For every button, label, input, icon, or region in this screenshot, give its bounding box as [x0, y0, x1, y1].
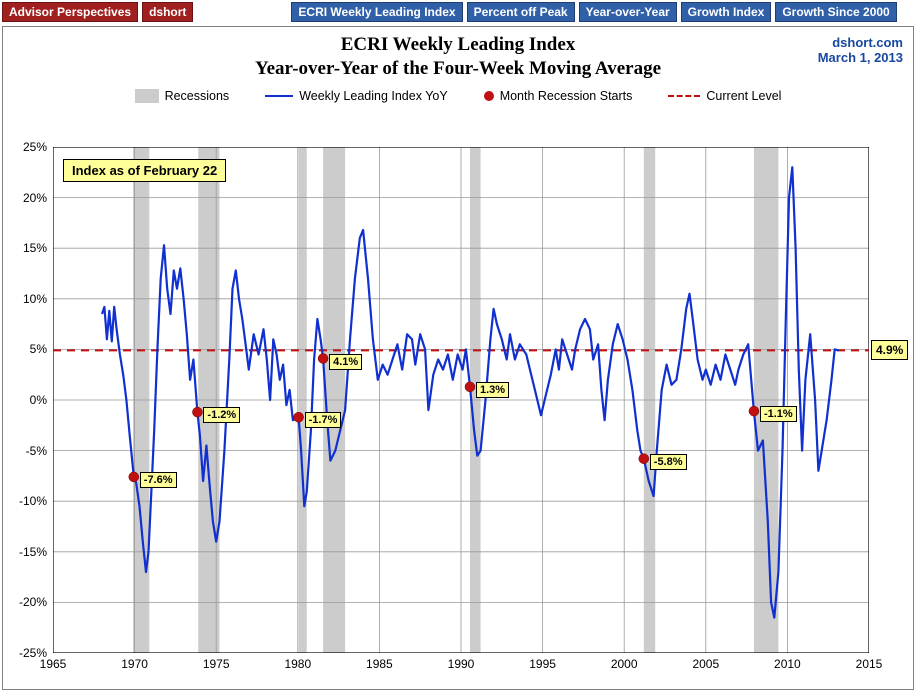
x-tick-label: 1990	[448, 653, 475, 671]
badge-peak[interactable]: Percent off Peak	[467, 2, 575, 22]
badge-wli[interactable]: ECRI Weekly Leading Index	[291, 2, 462, 22]
badge-advisor[interactable]: Advisor Perspectives	[2, 2, 138, 22]
swatch-line	[265, 95, 293, 97]
swatch-recession	[135, 89, 159, 103]
y-tick-label: 25%	[23, 140, 53, 154]
swatch-dash	[668, 95, 700, 97]
swatch-dot	[484, 91, 494, 101]
legend-line-label: Weekly Leading Index YoY	[299, 89, 448, 103]
y-tick-label: 15%	[23, 241, 53, 255]
y-tick-label: -20%	[19, 595, 53, 609]
source-date: March 1, 2013	[818, 50, 903, 65]
legend-dash: Current Level	[668, 89, 781, 103]
recession-start-label: -7.6%	[140, 472, 177, 488]
x-tick-label: 1975	[203, 653, 230, 671]
legend-dots: Month Recession Starts	[484, 89, 633, 103]
y-tick-label: 5%	[30, 342, 53, 356]
source-block: dshort.com March 1, 2013	[818, 35, 903, 65]
current-level-label: 4.9%	[871, 340, 908, 360]
title-line-1: ECRI Weekly Leading Index	[3, 33, 913, 57]
x-tick-label: 1970	[121, 653, 148, 671]
x-tick-label: 2000	[611, 653, 638, 671]
y-tick-label: -10%	[19, 494, 53, 508]
legend-recessions-label: Recessions	[165, 89, 230, 103]
x-tick-label: 1980	[284, 653, 311, 671]
legend-line: Weekly Leading Index YoY	[265, 89, 448, 103]
recession-start-label: -1.1%	[760, 406, 797, 422]
x-tick-label: 1995	[529, 653, 556, 671]
legend: Recessions Weekly Leading Index YoY Mont…	[3, 89, 913, 103]
recession-start-label: -5.8%	[650, 454, 687, 470]
title-line-2: Year-over-Year of the Four-Week Moving A…	[3, 57, 913, 81]
source-site: dshort.com	[818, 35, 903, 50]
badge-growth[interactable]: Growth Index	[681, 2, 772, 22]
plot-svg	[53, 147, 869, 653]
plot-area: -25%-20%-15%-10%-5%0%5%10%15%20%25%19651…	[53, 147, 869, 653]
x-tick-label: 1965	[40, 653, 67, 671]
y-tick-label: -15%	[19, 545, 53, 559]
legend-dots-label: Month Recession Starts	[500, 89, 633, 103]
recession-start-label: 1.3%	[476, 382, 509, 398]
top-bar: Advisor Perspectives dshort ECRI Weekly …	[0, 0, 916, 26]
x-tick-label: 2010	[774, 653, 801, 671]
legend-dash-label: Current Level	[706, 89, 781, 103]
y-tick-label: -5%	[26, 444, 53, 458]
y-tick-label: 0%	[30, 393, 53, 407]
recession-start-label: -1.2%	[203, 407, 240, 423]
recession-start-label: 4.1%	[329, 354, 362, 370]
badge-yoy[interactable]: Year-over-Year	[579, 2, 677, 22]
x-tick-label: 1985	[366, 653, 393, 671]
recession-start-label: -1.7%	[305, 412, 342, 428]
index-note: Index as of February 22	[63, 159, 226, 182]
chart-frame: dshort.com March 1, 2013 ECRI Weekly Lea…	[2, 26, 914, 690]
y-tick-label: 20%	[23, 191, 53, 205]
x-tick-label: 2005	[692, 653, 719, 671]
x-tick-label: 2015	[856, 653, 883, 671]
badge-dshort[interactable]: dshort	[142, 2, 193, 22]
y-tick-label: 10%	[23, 292, 53, 306]
badge-since2000[interactable]: Growth Since 2000	[775, 2, 896, 22]
legend-recessions: Recessions	[135, 89, 230, 103]
chart-title: ECRI Weekly Leading Index Year-over-Year…	[3, 27, 913, 81]
